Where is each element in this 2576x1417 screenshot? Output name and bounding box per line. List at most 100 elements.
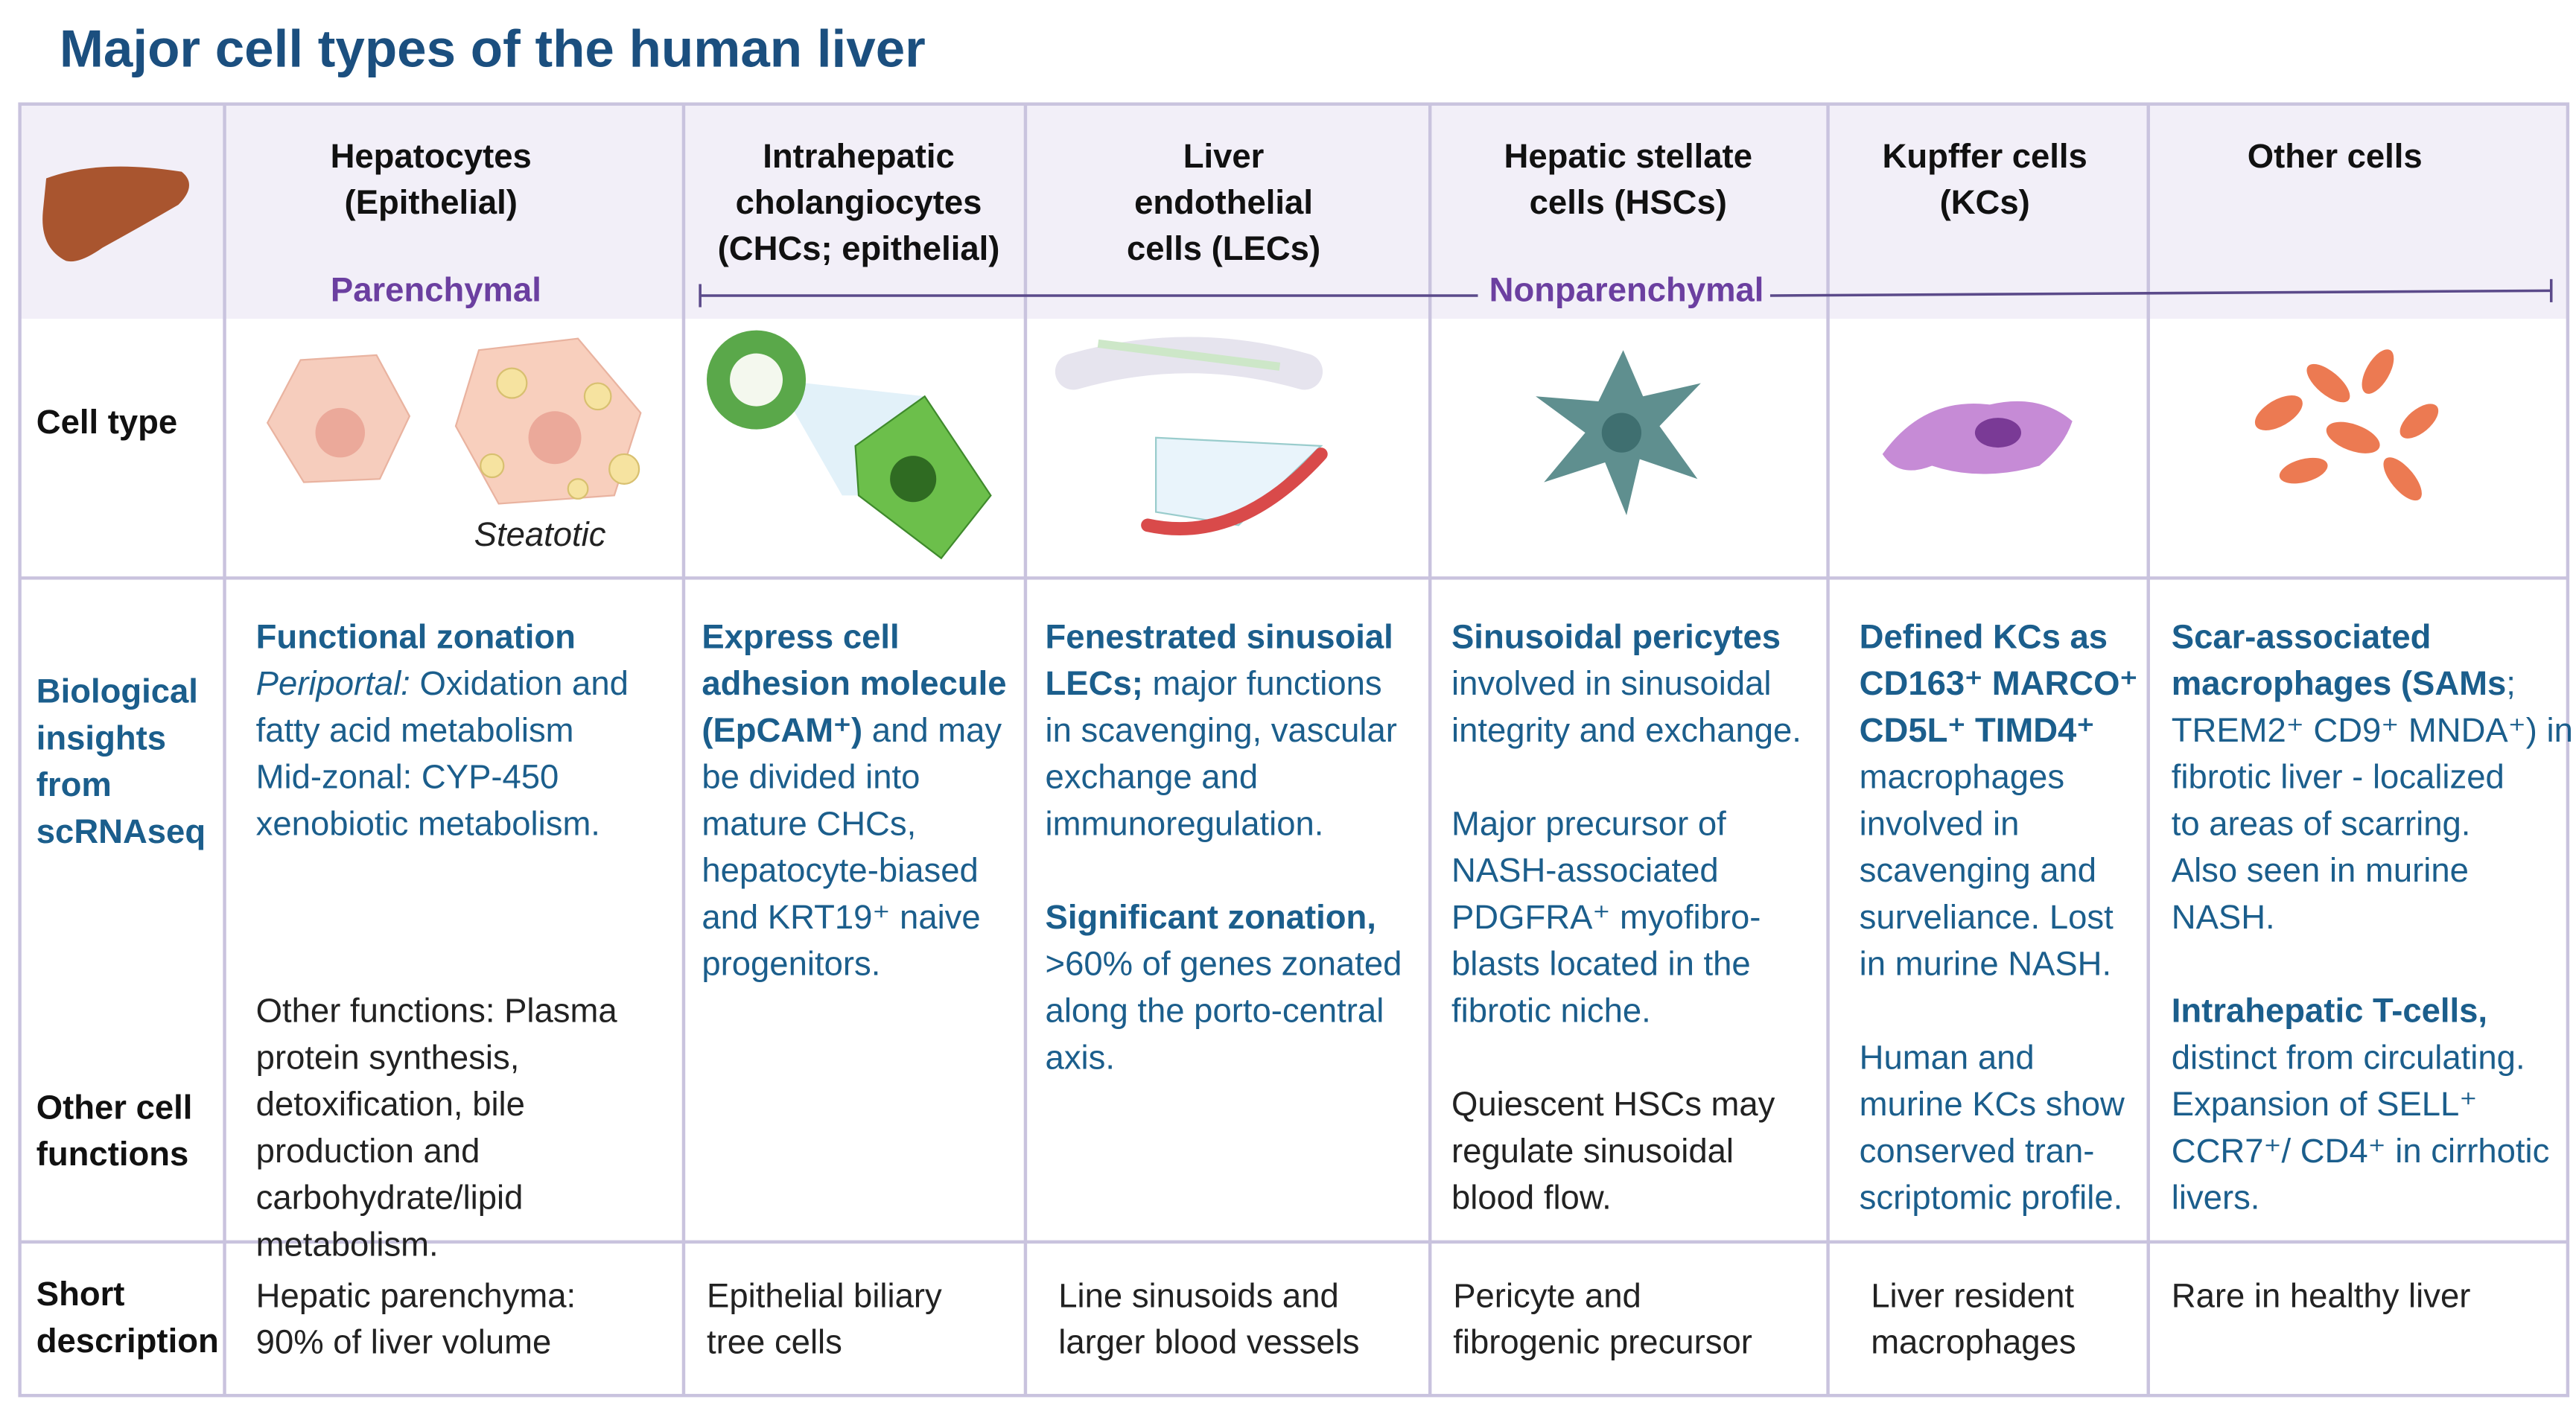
text-run: surveliance. Lost	[1860, 898, 2114, 936]
steatotic-label: Steatotic	[474, 515, 606, 553]
bold-run: Express cell	[702, 617, 899, 655]
text-run: in scavenging, vascular	[1046, 711, 1397, 749]
cell-text: >60% of genes zonated	[1046, 945, 1402, 983]
cell-text: regulate sinusoidal	[1451, 1132, 1734, 1170]
text-run: production and	[256, 1132, 480, 1170]
group-bracket	[699, 278, 2553, 308]
bold-run: (EpCAM⁺)	[702, 711, 862, 749]
text-run: metabolism.	[256, 1225, 439, 1263]
cell-text: surveliance. Lost	[1860, 898, 2114, 936]
cell-text: involved in sinusoidal	[1451, 664, 1771, 702]
text-run: blasts located in the	[1451, 945, 1751, 983]
text-run: fatty acid metabolism	[256, 711, 574, 749]
text-run: mature CHCs,	[702, 804, 916, 842]
cell-text: Major precursor of	[1451, 804, 1726, 842]
column-header: cells (HSCs)	[1530, 183, 1727, 221]
cell-text: be divided into	[702, 758, 920, 796]
bold-run: Functional zonation	[256, 617, 576, 655]
cell-text: involved in	[1860, 804, 2020, 842]
text-run: integrity and exchange.	[1451, 711, 1801, 749]
text-run: ;	[2506, 664, 2516, 702]
short-description: 90% of liver volume	[256, 1322, 552, 1360]
cell-text: progenitors.	[702, 945, 880, 983]
short-description: Liver resident	[1871, 1276, 2074, 1314]
text-run: Quiescent HSCs may	[1451, 1085, 1775, 1123]
hsc-illustration	[1536, 350, 1701, 515]
cell-text: hepatocyte-biased	[702, 851, 978, 889]
group-label: Parenchymal	[331, 271, 541, 309]
text-run: axis.	[1046, 1038, 1115, 1076]
text-run: Oxidation and	[410, 664, 629, 702]
row-label: insights	[36, 719, 166, 757]
bold-run: macrophages (SAMs	[2172, 664, 2507, 702]
bold-run: CD5L⁺ TIMD4⁺	[1860, 711, 2095, 749]
cell-text: fibrotic niche.	[1451, 992, 1651, 1030]
text-run: CCR7⁺/ CD4⁺ in cirrhotic	[2172, 1132, 2550, 1170]
cell-text: protein synthesis,	[256, 1038, 520, 1076]
cell-text: detoxification, bile	[256, 1085, 525, 1123]
bold-run: CD163⁺ MARCO⁺	[1860, 664, 2138, 702]
cell-text: (EpCAM⁺) and may	[702, 711, 1002, 749]
text-run: hepatocyte-biased	[702, 851, 978, 889]
cell-text: Other functions: Plasma	[256, 992, 618, 1030]
table-grid	[18, 102, 2570, 1398]
bold-run: adhesion molecule	[702, 664, 1006, 702]
text-run: distinct from circulating.	[2172, 1038, 2525, 1076]
text-run: scriptomic profile.	[1860, 1179, 2123, 1217]
row-label: Short	[36, 1275, 125, 1313]
text-run: >60% of genes zonated	[1046, 945, 1402, 983]
text-run: fibrotic niche.	[1451, 992, 1651, 1030]
column-header: Hepatocytes	[331, 137, 532, 175]
column-header: (CHCs; epithelial)	[718, 229, 1000, 267]
short-description: Rare in healthy liver	[2172, 1276, 2471, 1314]
text-run: exchange and	[1046, 758, 1259, 796]
cell-text: LECs; major functions	[1046, 664, 1382, 702]
cell-text: production and	[256, 1132, 480, 1170]
kupffer-illustration	[1882, 401, 2073, 474]
cell-text: distinct from circulating.	[2172, 1038, 2525, 1076]
text-run: macrophages	[1860, 758, 2064, 796]
bold-run: Defined KCs as	[1860, 617, 2108, 655]
short-description: macrophages	[1871, 1322, 2076, 1360]
text-run: Major precursor of	[1451, 804, 1726, 842]
cell-text: NASH-associated	[1451, 851, 1719, 889]
column-header: Hepatic stellate	[1504, 137, 1752, 175]
cell-text: Expansion of SELL⁺	[2172, 1085, 2478, 1123]
cell-text: blasts located in the	[1451, 945, 1751, 983]
cell-text: Functional zonation	[256, 617, 576, 655]
column-header: cholangiocytes	[736, 183, 982, 221]
text-run: NASH.	[2172, 898, 2275, 936]
short-description: tree cells	[707, 1322, 842, 1360]
text-run: conserved tran-	[1860, 1132, 2095, 1170]
cell-text: blood flow.	[1451, 1179, 1612, 1217]
cell-text: scavenging and	[1860, 851, 2096, 889]
cell-text: macrophages (SAMs;	[2172, 664, 2516, 702]
bold-run: LECs;	[1046, 664, 1143, 702]
text-run: xenobiotic metabolism.	[256, 804, 600, 842]
text-run: Mid-zonal: CYP-450	[256, 758, 559, 796]
short-description: Hepatic parenchyma:	[256, 1276, 576, 1314]
cell-text: in murine NASH.	[1860, 945, 2111, 983]
column-header: Liver	[1183, 137, 1265, 175]
cell-text: Intrahepatic T-cells,	[2172, 992, 2487, 1030]
bold-run: Significant zonation,	[1046, 898, 1376, 936]
cell-text: Express cell	[702, 617, 899, 655]
cell-text: metabolism.	[256, 1225, 439, 1263]
cell-text: immunoregulation.	[1046, 804, 1324, 842]
text-run: Human and	[1860, 1038, 2035, 1076]
cell-text: fibrotic liver - localized	[2172, 758, 2505, 796]
cell-text: macrophages	[1860, 758, 2064, 796]
header-band	[19, 104, 2568, 319]
title: Major cell types of the human liver	[60, 20, 926, 79]
text-run: Expansion of SELL⁺	[2172, 1085, 2478, 1123]
cholangiocyte-illustration	[707, 330, 992, 560]
column-header: Other cells	[2248, 137, 2423, 175]
cell-text: conserved tran-	[1860, 1132, 2095, 1170]
row-label: Cell type	[36, 403, 177, 441]
cell-text: Mid-zonal: CYP-450	[256, 758, 559, 796]
cell-text: adhesion molecule	[702, 664, 1006, 702]
short-description: Pericyte and	[1453, 1276, 1641, 1314]
text-run: TREM2⁺ CD9⁺ MNDA⁺) in	[2172, 711, 2573, 749]
column-header: Kupffer cells	[1883, 137, 2087, 175]
